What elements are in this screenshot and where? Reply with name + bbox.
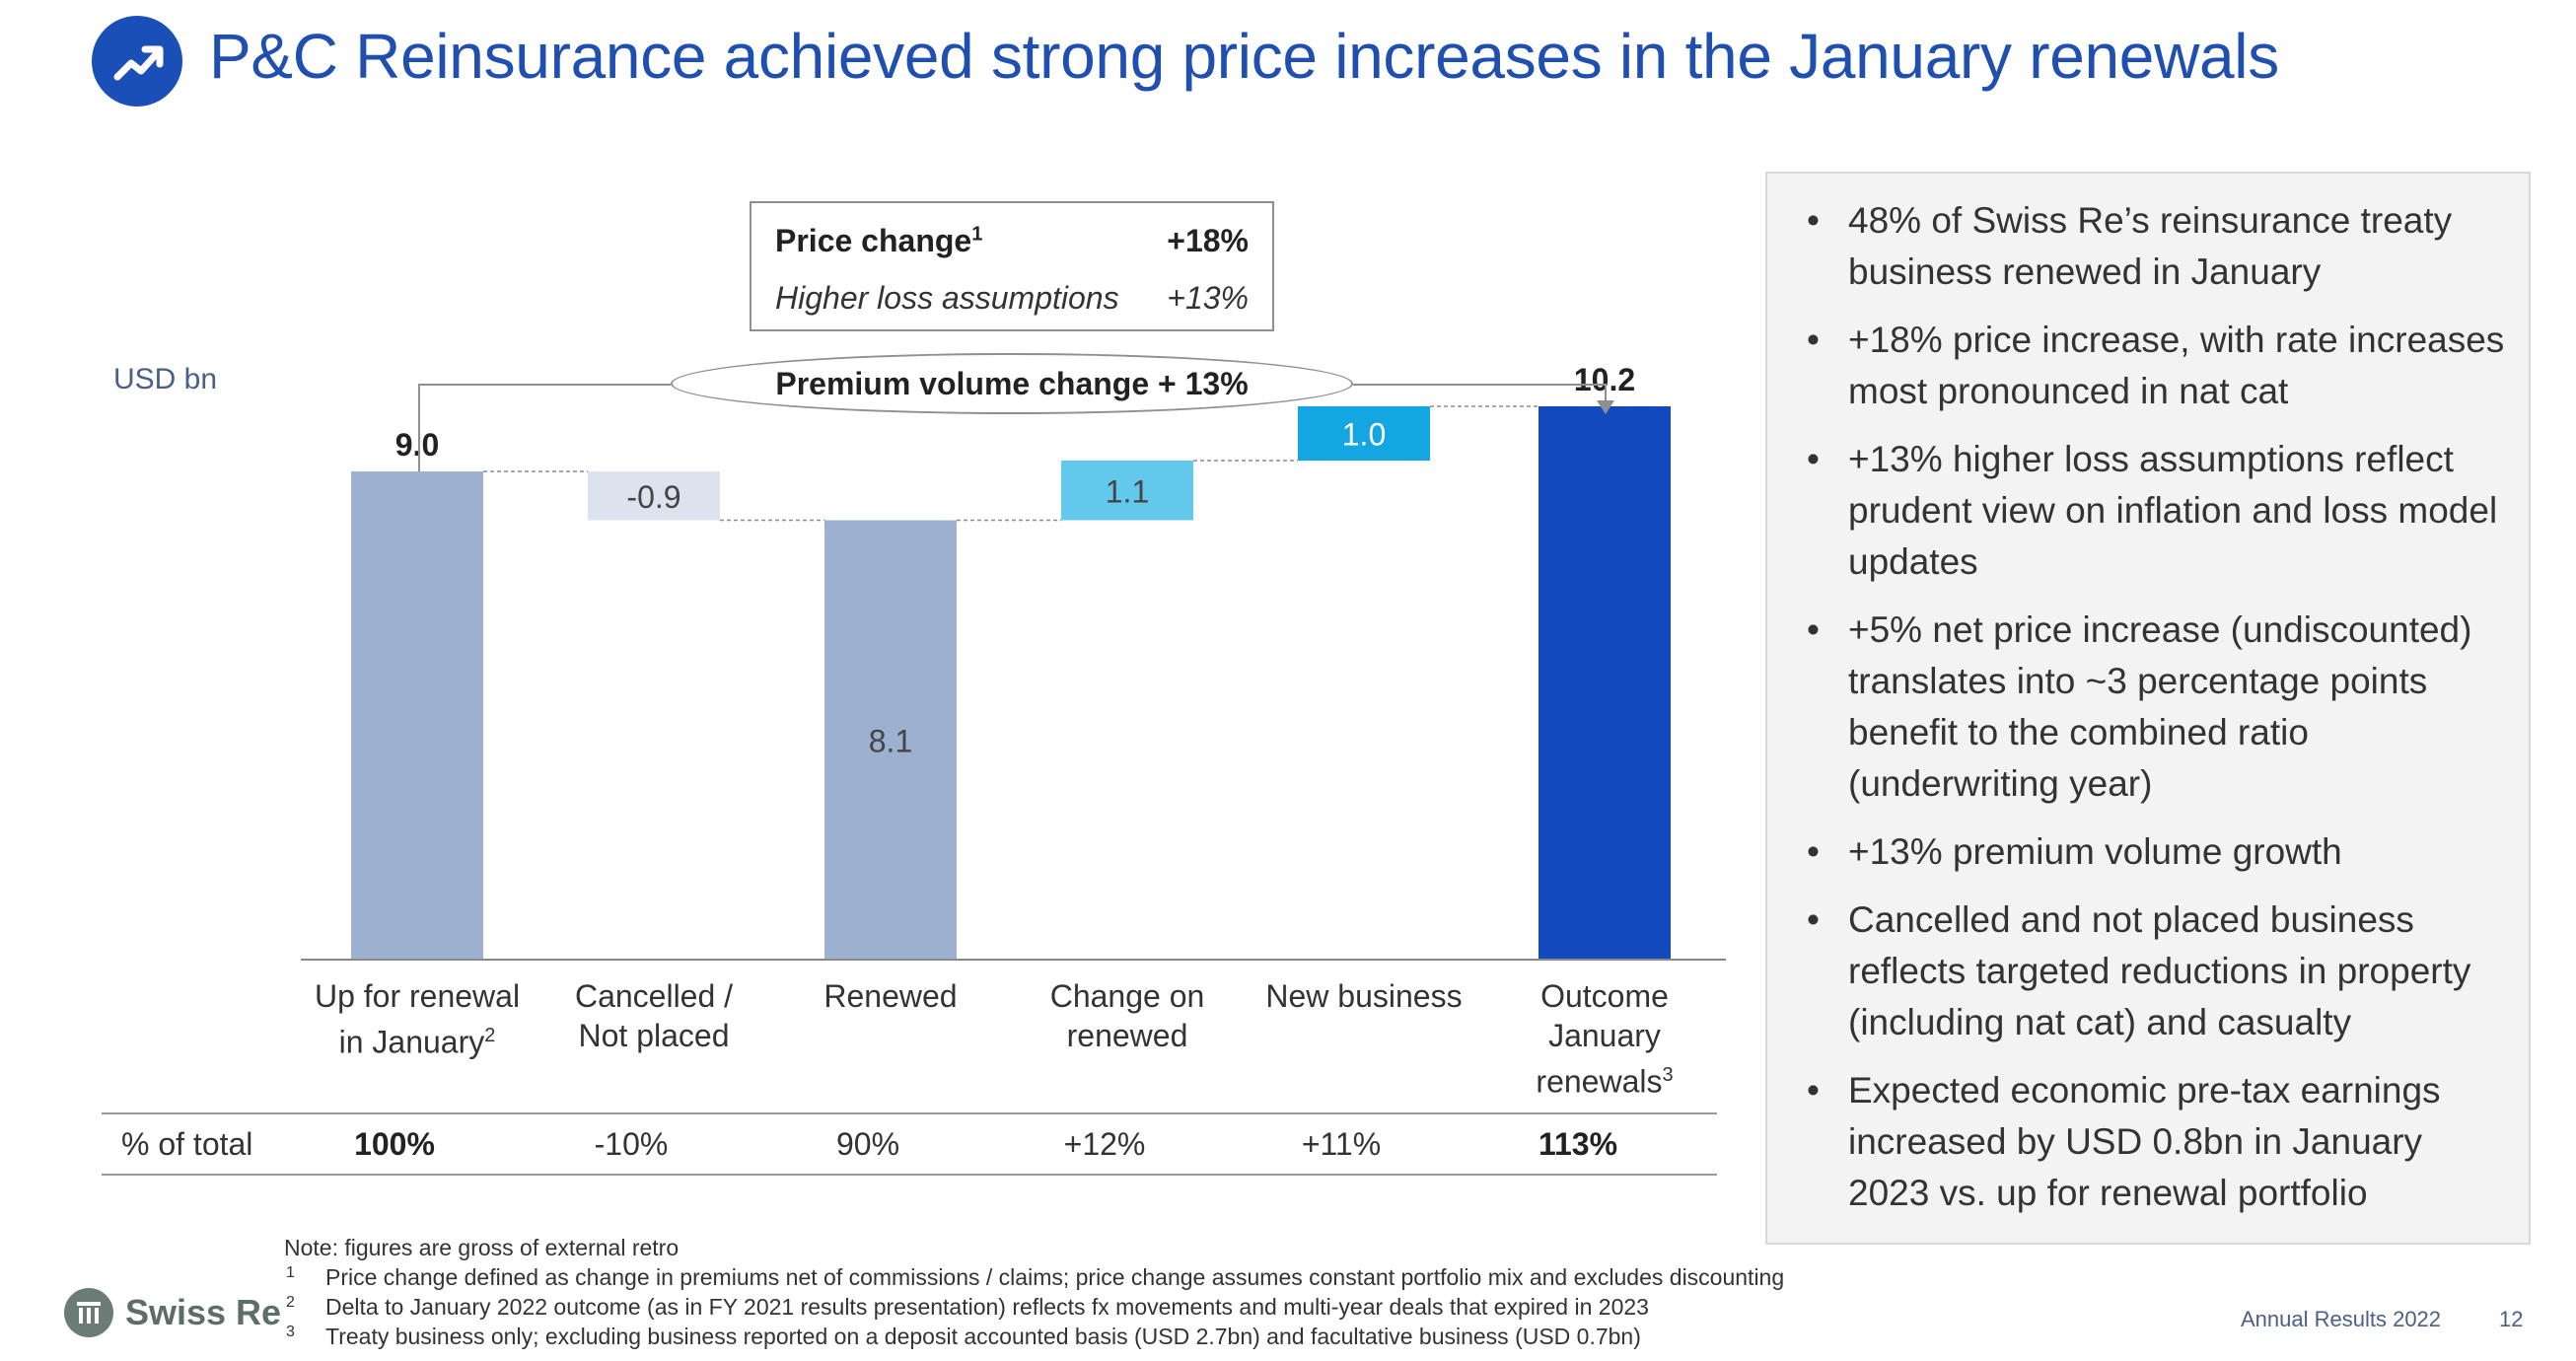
category-line: renewals3 [1536,1063,1674,1100]
percent-value: +12% [1063,1126,1146,1162]
unit-label: USD bn [113,363,218,395]
bar-value-label: 1.0 [1342,417,1386,453]
bar-value-label: 8.1 [869,723,912,758]
footnote-item: 3 Treaty business only; excluding busines… [284,1322,1784,1351]
bar-5 [1298,406,1430,461]
footnote-number: 3 [286,1324,295,1340]
category-line: Not placed [578,1018,730,1053]
bar-4 [1061,461,1193,521]
category-label-cancelled: Cancelled / Not placed [526,976,782,1055]
percent-value: 100% [354,1126,435,1162]
bar-value-label: 1.1 [1106,473,1149,509]
key-point-item: Cancelled and not placed business reflec… [1807,895,2509,1048]
swiss-re-logo-icon [64,1288,113,1337]
category-line: renewed [1066,1018,1188,1053]
category-line: Renewed [823,978,958,1014]
category-label-new-business: New business [1236,976,1492,1016]
premium-bracket-right [1353,384,1607,402]
percent-value: -10% [594,1126,669,1162]
footnote-item: 2 Delta to January 2022 outcome (as in FY… [284,1292,1784,1322]
premium-bracket-arrow-icon [1597,400,1614,414]
percent-row-label: % of total [121,1126,253,1162]
bars-layer [351,406,1671,960]
category-line: Cancelled / [574,978,734,1014]
percent-value: 90% [835,1126,900,1162]
footnote-number: 1 [286,1264,295,1281]
bar-value-label: -0.9 [626,479,680,515]
key-point-item: +13% higher loss assumptions reflect pru… [1807,434,2509,588]
category-label-up-for-renewal: Up for renewal in January2 [289,976,545,1062]
key-points-list: 48% of Swiss Re’s reinsurance treaty bus… [1807,195,2509,1236]
loss-assumptions-label: Higher loss assumptions [775,280,1119,316]
footnote-number: 2 [286,1294,295,1311]
key-point-item: Expected economic pre-tax earnings incre… [1807,1065,2509,1219]
bar-1 [351,471,483,960]
premium-volume-change-label: Premium volume change + 13% [671,353,1353,414]
category-line: New business [1265,978,1463,1014]
price-change-box: Price change1 +18% Higher loss assumptio… [750,201,1274,331]
key-point-item: 48% of Swiss Re’s reinsurance treaty bus… [1807,195,2509,298]
key-point-item: +13% premium volume growth [1807,826,2509,878]
price-change-value: +18% [1167,223,1249,258]
category-line: January [1548,1018,1661,1053]
price-change-footnote-ref: 1 [971,223,983,246]
bar-2 [588,471,720,521]
page-title: P&C Reinsurance achieved strong price in… [209,21,2279,92]
logo-text: Swiss Re [125,1292,282,1332]
loss-assumptions-row: Higher loss assumptions +13% [775,280,1249,317]
labels-layer: 9.0-0.98.11.11.010.2 [395,362,1635,758]
category-label-change-on-renewed: Change on renewed [999,976,1255,1055]
percent-of-total-row: % of total 100% -10% 90% +12% +11% 113% [102,1112,1717,1176]
connectors-layer [483,405,1538,522]
trending-up-icon [92,16,182,107]
category-label-outcome: Outcome January renewals3 [1476,976,1733,1102]
category-line: Outcome [1540,978,1669,1014]
category-line: in January2 [338,1024,496,1060]
category-label-renewed: Renewed [762,976,1019,1016]
key-points-panel: 48% of Swiss Re’s reinsurance treaty bus… [1765,172,2531,1245]
bar-value-label: 9.0 [395,427,439,463]
category-line: Up for renewal [314,978,521,1014]
percent-value: +11% [1301,1126,1382,1162]
footnote-text: Price change defined as change in premiu… [325,1264,1785,1290]
footnote-text: Treaty business only; excluding business… [325,1324,1641,1349]
category-line: Change on [1049,978,1205,1014]
footer-document-title: Annual Results 2022 [2241,1307,2442,1331]
loss-assumptions-value: +13% [1167,280,1249,316]
key-point-item: +5% net price increase (undiscounted) tr… [1807,605,2509,810]
bar-3 [824,520,957,960]
category-footnote-ref: 3 [1662,1064,1674,1086]
category-footnote-ref: 2 [484,1025,496,1046]
premium-bracket-left [418,384,671,471]
price-change-row: Price change1 +18% [775,223,1249,259]
price-change-label: Price change [775,223,972,258]
bar-6 [1538,406,1671,960]
footnotes: Note: figures are gross of external retr… [284,1233,1784,1351]
footnote-item: 1 Price change defined as change in premi… [284,1262,1784,1292]
percent-value: 113% [1538,1126,1618,1162]
key-point-item: +18% price increase, with rate increases… [1807,315,2509,417]
footnote-note: Note: figures are gross of external retr… [284,1235,680,1260]
page-number: 12 [2499,1307,2524,1331]
footnote-text: Delta to January 2022 outcome (as in FY … [325,1294,1649,1320]
